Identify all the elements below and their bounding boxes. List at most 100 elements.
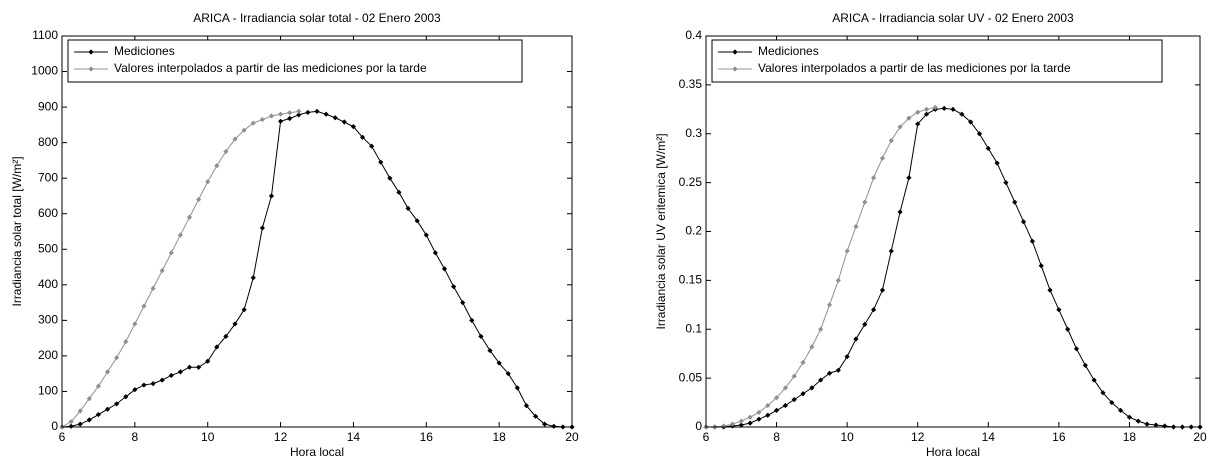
point-marker	[441, 266, 448, 272]
y-tick-label: 1000	[31, 64, 58, 78]
point-marker	[906, 115, 912, 121]
point-marker	[123, 339, 129, 345]
point-marker	[196, 196, 202, 203]
y-tick-label: 0.3	[685, 126, 702, 140]
y-tick-label: 800	[38, 135, 58, 149]
legend-label: Valores interpolados a partir de las med…	[114, 61, 427, 75]
point-marker	[141, 382, 147, 388]
plot-frame	[61, 35, 573, 428]
point-marker	[923, 106, 930, 112]
point-marker	[879, 155, 886, 161]
point-marker	[104, 369, 111, 375]
point-marker	[177, 369, 183, 375]
plot-area	[62, 36, 572, 427]
point-marker	[268, 113, 275, 119]
y-tick-label: 600	[38, 206, 58, 220]
point-marker	[1029, 238, 1035, 244]
point-marker	[844, 354, 850, 360]
point-marker	[959, 111, 965, 117]
point-marker	[782, 402, 788, 409]
point-marker	[818, 326, 824, 332]
point-marker	[738, 422, 744, 428]
point-marker	[888, 137, 894, 144]
point-marker	[223, 148, 229, 155]
point-marker	[871, 307, 877, 313]
point-marker	[86, 395, 92, 402]
point-marker	[1153, 422, 1159, 428]
point-marker	[259, 225, 265, 231]
x-tick-label: 10	[201, 430, 215, 444]
point-marker	[287, 110, 293, 116]
point-marker	[906, 175, 912, 181]
y-tick-label: 0	[695, 419, 702, 433]
point-marker	[332, 115, 338, 121]
y-tick-label: 400	[38, 277, 58, 291]
point-marker	[168, 250, 174, 256]
x-axis-label: Hora local	[926, 445, 980, 459]
y-tick-label: 0.1	[685, 321, 702, 335]
y-tick-label: 900	[38, 99, 58, 113]
point-marker	[835, 367, 841, 373]
point-marker	[791, 373, 797, 379]
chart-title: ARICA - Irradiancia solar UV - 02 Enero …	[832, 11, 1074, 25]
point-marker	[879, 287, 886, 293]
point-marker	[114, 355, 120, 361]
point-marker	[1118, 407, 1124, 413]
point-marker	[976, 131, 983, 137]
point-marker	[68, 419, 74, 425]
y-tick-label: 0.25	[679, 175, 703, 189]
x-tick-label: 18	[1123, 430, 1137, 444]
point-marker	[950, 106, 956, 112]
point-marker	[1003, 180, 1009, 186]
point-marker	[765, 412, 771, 418]
point-marker	[141, 303, 147, 309]
point-marker	[451, 283, 457, 290]
point-marker	[551, 423, 557, 429]
x-tick-label: 6	[703, 430, 710, 444]
point-marker	[387, 175, 393, 181]
point-marker	[259, 116, 265, 123]
point-marker	[862, 321, 868, 327]
point-marker	[897, 124, 903, 130]
point-marker	[721, 423, 727, 429]
point-marker	[323, 111, 329, 117]
point-marker	[168, 372, 174, 379]
point-marker	[241, 307, 247, 313]
y-tick-label: 0.05	[679, 370, 703, 384]
point-marker	[915, 121, 921, 127]
point-marker	[809, 385, 815, 391]
point-marker	[1012, 199, 1018, 205]
point-marker	[305, 109, 311, 116]
point-marker	[1020, 219, 1027, 225]
point-marker	[756, 409, 762, 415]
legend-marker	[88, 49, 94, 55]
legend-marker	[732, 49, 738, 55]
legend-marker	[88, 66, 94, 72]
point-marker	[941, 105, 947, 111]
point-marker	[1144, 421, 1150, 427]
point-marker	[396, 189, 402, 195]
chart-title: ARICA - Irradiancia solar total - 02 Ene…	[193, 11, 441, 25]
x-tick-label: 20	[565, 430, 579, 444]
point-marker	[809, 344, 815, 350]
point-marker	[469, 317, 475, 323]
point-marker	[542, 421, 548, 427]
point-marker	[729, 421, 736, 427]
legend-box	[67, 39, 523, 83]
point-marker	[844, 248, 850, 254]
point-marker	[532, 413, 539, 419]
point-marker	[1109, 399, 1115, 406]
point-marker	[132, 321, 138, 327]
point-marker	[214, 344, 220, 350]
x-axis-label: Hora local	[290, 445, 344, 459]
point-marker	[782, 385, 788, 391]
x-tick-label: 20	[1193, 430, 1207, 444]
point-marker	[487, 347, 493, 354]
point-marker	[800, 391, 806, 397]
y-tick-label: 0.35	[679, 77, 703, 91]
point-marker	[1126, 414, 1133, 420]
point-marker	[923, 111, 930, 117]
legend-marker	[732, 66, 738, 72]
point-marker	[232, 136, 238, 142]
y-tick-label: 0.15	[679, 273, 703, 287]
